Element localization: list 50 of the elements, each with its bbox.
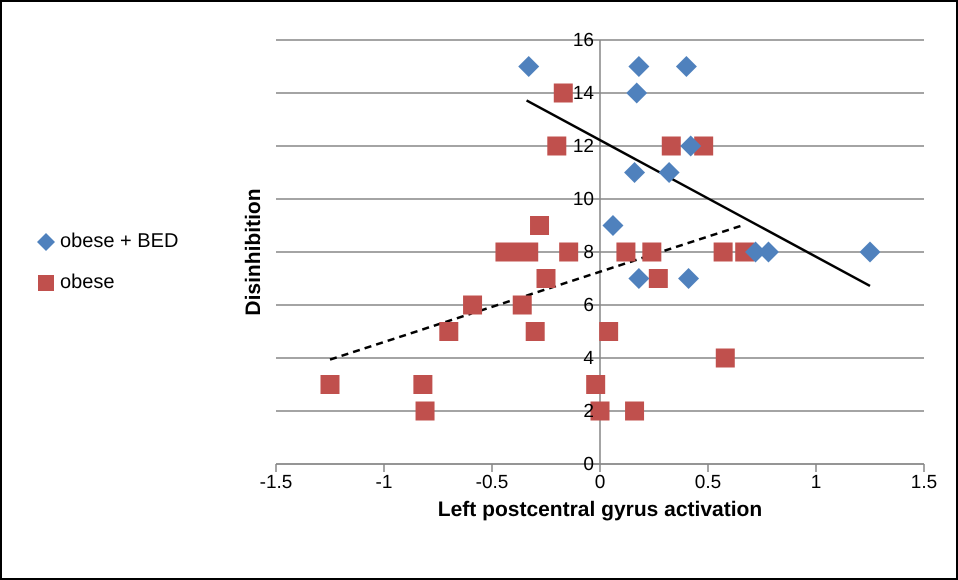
point (554, 84, 573, 102)
point (559, 242, 578, 262)
point (512, 296, 532, 314)
point (599, 322, 618, 341)
x-tick-label: -1.5 (260, 472, 292, 493)
x-tick-label: 0.5 (694, 472, 722, 493)
y-tick-label: 16 (572, 30, 594, 51)
legend-label: obese (60, 271, 114, 294)
point (678, 268, 700, 289)
y-tick-label: 14 (572, 83, 594, 104)
x-axis-title: Left postcentral gyrus activation (438, 498, 762, 521)
point (616, 242, 636, 262)
point (714, 242, 733, 262)
point (628, 268, 650, 289)
point (416, 402, 435, 420)
x-tick-label: 1.5 (910, 472, 938, 493)
y-tick-label: 4 (583, 348, 594, 369)
point (626, 82, 648, 104)
point (586, 375, 606, 394)
point (628, 56, 650, 77)
y-tick-label: 12 (572, 136, 594, 157)
y-tick-label: 0 (583, 454, 594, 475)
x-tick-label: -0.5 (476, 472, 508, 493)
point (439, 322, 458, 341)
point (526, 322, 545, 341)
point (624, 162, 646, 183)
y-axis-title: Disinhibition (242, 188, 265, 316)
point (680, 136, 702, 156)
legend-label: obese + BED (60, 230, 178, 253)
y-tick-label: 6 (583, 295, 594, 316)
point (413, 375, 432, 394)
point (536, 269, 556, 288)
point (320, 375, 340, 394)
point (602, 215, 624, 236)
point (648, 269, 668, 288)
x-tick-label: 1 (810, 472, 822, 493)
point (625, 402, 644, 420)
point (463, 296, 482, 314)
x-tick-label: -1 (376, 472, 392, 493)
y-tick-label: 10 (572, 189, 594, 210)
point (658, 162, 680, 183)
point (547, 136, 566, 156)
point (642, 242, 662, 262)
point (530, 216, 550, 235)
point (860, 242, 880, 262)
point (662, 136, 681, 156)
point (676, 56, 697, 77)
point (716, 348, 735, 368)
point (518, 56, 540, 77)
y-tick-label: 8 (583, 242, 594, 263)
